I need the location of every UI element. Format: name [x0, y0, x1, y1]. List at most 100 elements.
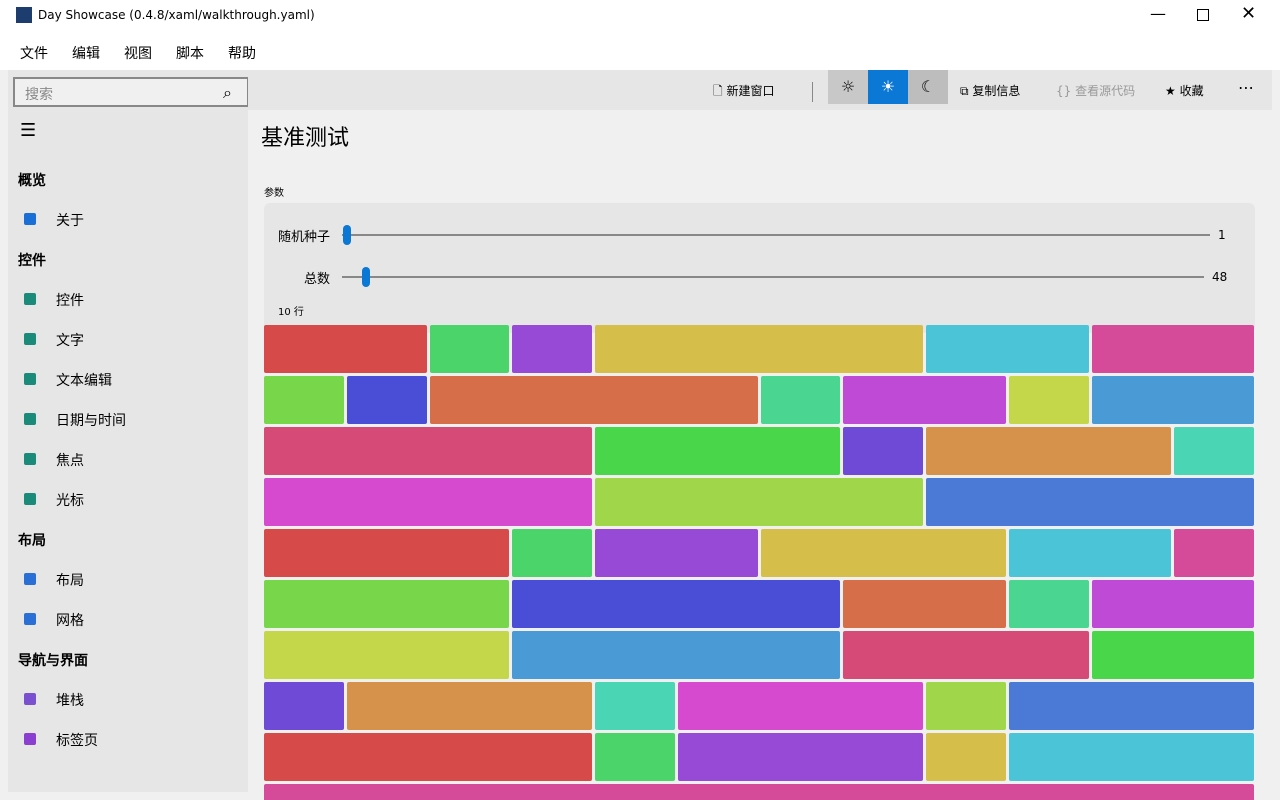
block [926, 427, 1172, 475]
slider-thumb[interactable] [343, 225, 351, 245]
nav-item[interactable]: 焦点 [56, 453, 84, 469]
toolbar: 🗋 新建窗口 ☼ ☀ ☾ ⧉ 复制信息 {} 查看源代码 ★ 收藏 ⋯ [248, 70, 1272, 110]
block [429, 325, 510, 373]
nav-item[interactable]: 日期与时间 [56, 413, 126, 429]
block [1174, 427, 1254, 475]
block [843, 427, 923, 475]
block [264, 529, 510, 577]
block [843, 376, 1006, 424]
block [264, 631, 510, 679]
hamburger[interactable]: ☰ [20, 120, 37, 141]
nav-icon [24, 293, 36, 305]
auto-theme[interactable]: ☀ [868, 70, 908, 104]
separator [812, 82, 813, 102]
block [512, 529, 592, 577]
nav-item[interactable]: 标签页 [56, 733, 98, 749]
favorite-button[interactable]: ★ 收藏 [1165, 84, 1204, 98]
rows-label: 10 行 [278, 307, 304, 318]
slider-label: 随机种子 [278, 230, 331, 245]
block [677, 682, 923, 730]
new-window-label: 新建窗口 [726, 84, 775, 98]
nav-icon [24, 413, 36, 425]
block [1091, 580, 1254, 628]
nav-item[interactable]: 文本编辑 [56, 373, 112, 389]
nav-icon [24, 693, 36, 705]
nav-item[interactable]: 堆栈 [56, 693, 84, 709]
nav-icon [24, 333, 36, 345]
nav-item[interactable]: 网格 [56, 613, 84, 629]
block [926, 325, 1089, 373]
nav-item[interactable]: 关于 [56, 213, 84, 229]
app-icon [16, 7, 32, 23]
block [843, 580, 1006, 628]
block [1008, 733, 1254, 781]
nav-icon [24, 453, 36, 465]
block [926, 733, 1006, 781]
block [264, 478, 592, 526]
title-bar: Day Showcase (0.4.8/xaml/walkthrough.yam… [0, 0, 1280, 32]
block [346, 682, 592, 730]
slider-thumb[interactable] [362, 267, 370, 287]
menu-item[interactable]: 帮助 [228, 46, 256, 62]
dark-theme[interactable]: ☾ [908, 70, 948, 104]
copy-info-label: 复制信息 [972, 84, 1021, 98]
nav-icon [24, 613, 36, 625]
nav-item[interactable]: 控件 [56, 293, 84, 309]
copy-info-button[interactable]: ⧉ 复制信息 [960, 84, 1021, 98]
block [264, 682, 344, 730]
block [346, 376, 427, 424]
block [264, 580, 510, 628]
light-theme[interactable]: ☼ [828, 70, 868, 104]
menu-item[interactable]: 视图 [124, 46, 152, 62]
menu-item[interactable]: 文件 [20, 46, 48, 62]
nav-item[interactable]: 光标 [56, 493, 84, 509]
slider-track [342, 234, 1210, 236]
page-title: 基准测试 [261, 126, 350, 151]
section-header: 布局 [18, 533, 46, 549]
block [595, 478, 923, 526]
nav-icon [24, 373, 36, 385]
block [595, 682, 675, 730]
close[interactable]: ✕ [1241, 3, 1257, 24]
block [595, 529, 758, 577]
block [512, 325, 592, 373]
block [512, 580, 841, 628]
search-placeholder: 搜索 [25, 87, 53, 103]
block [760, 376, 841, 424]
block [677, 733, 923, 781]
search-icon[interactable]: ⌕ [223, 83, 232, 102]
block [1174, 529, 1254, 577]
view-source-button[interactable]: {} 查看源代码 [1056, 84, 1136, 98]
block [926, 478, 1254, 526]
params-label: 参数 [264, 188, 284, 199]
block [1008, 376, 1089, 424]
block [1008, 580, 1089, 628]
menu-item[interactable]: 编辑 [72, 46, 100, 62]
maximize[interactable] [1197, 9, 1209, 21]
block [264, 784, 1254, 800]
section-header: 控件 [18, 253, 46, 269]
nav-item[interactable]: 布局 [56, 573, 84, 589]
block [843, 631, 1089, 679]
block [1091, 376, 1254, 424]
more-button[interactable]: ⋯ [1238, 78, 1254, 97]
params-panel: 10 行 随机种子 1 总数 48 [264, 203, 1255, 333]
block [1091, 631, 1254, 679]
slider-label: 总数 [304, 272, 331, 287]
block [264, 325, 427, 373]
nav-icon [24, 213, 36, 225]
new-window-button[interactable]: 🗋 新建窗口 [713, 84, 775, 98]
block [264, 733, 592, 781]
search-box[interactable]: 搜索 ⌕ [13, 77, 249, 107]
block [595, 733, 675, 781]
sidebar: 搜索 ⌕ ☰ 概览 关于 控件 控件 文字 文本编辑 日期与时间 焦点 光标 布局 布局 网格 导航与界… [8, 70, 249, 792]
menu-item[interactable]: 脚本 [176, 46, 204, 62]
view-source-label: 查看源代码 [1075, 84, 1136, 98]
nav-item[interactable]: 文字 [56, 333, 84, 349]
block [512, 631, 841, 679]
section-header: 导航与界面 [18, 653, 88, 669]
slider-track [342, 276, 1204, 278]
slider-value: 1 [1218, 228, 1226, 242]
minimize[interactable]: — [1150, 4, 1166, 23]
